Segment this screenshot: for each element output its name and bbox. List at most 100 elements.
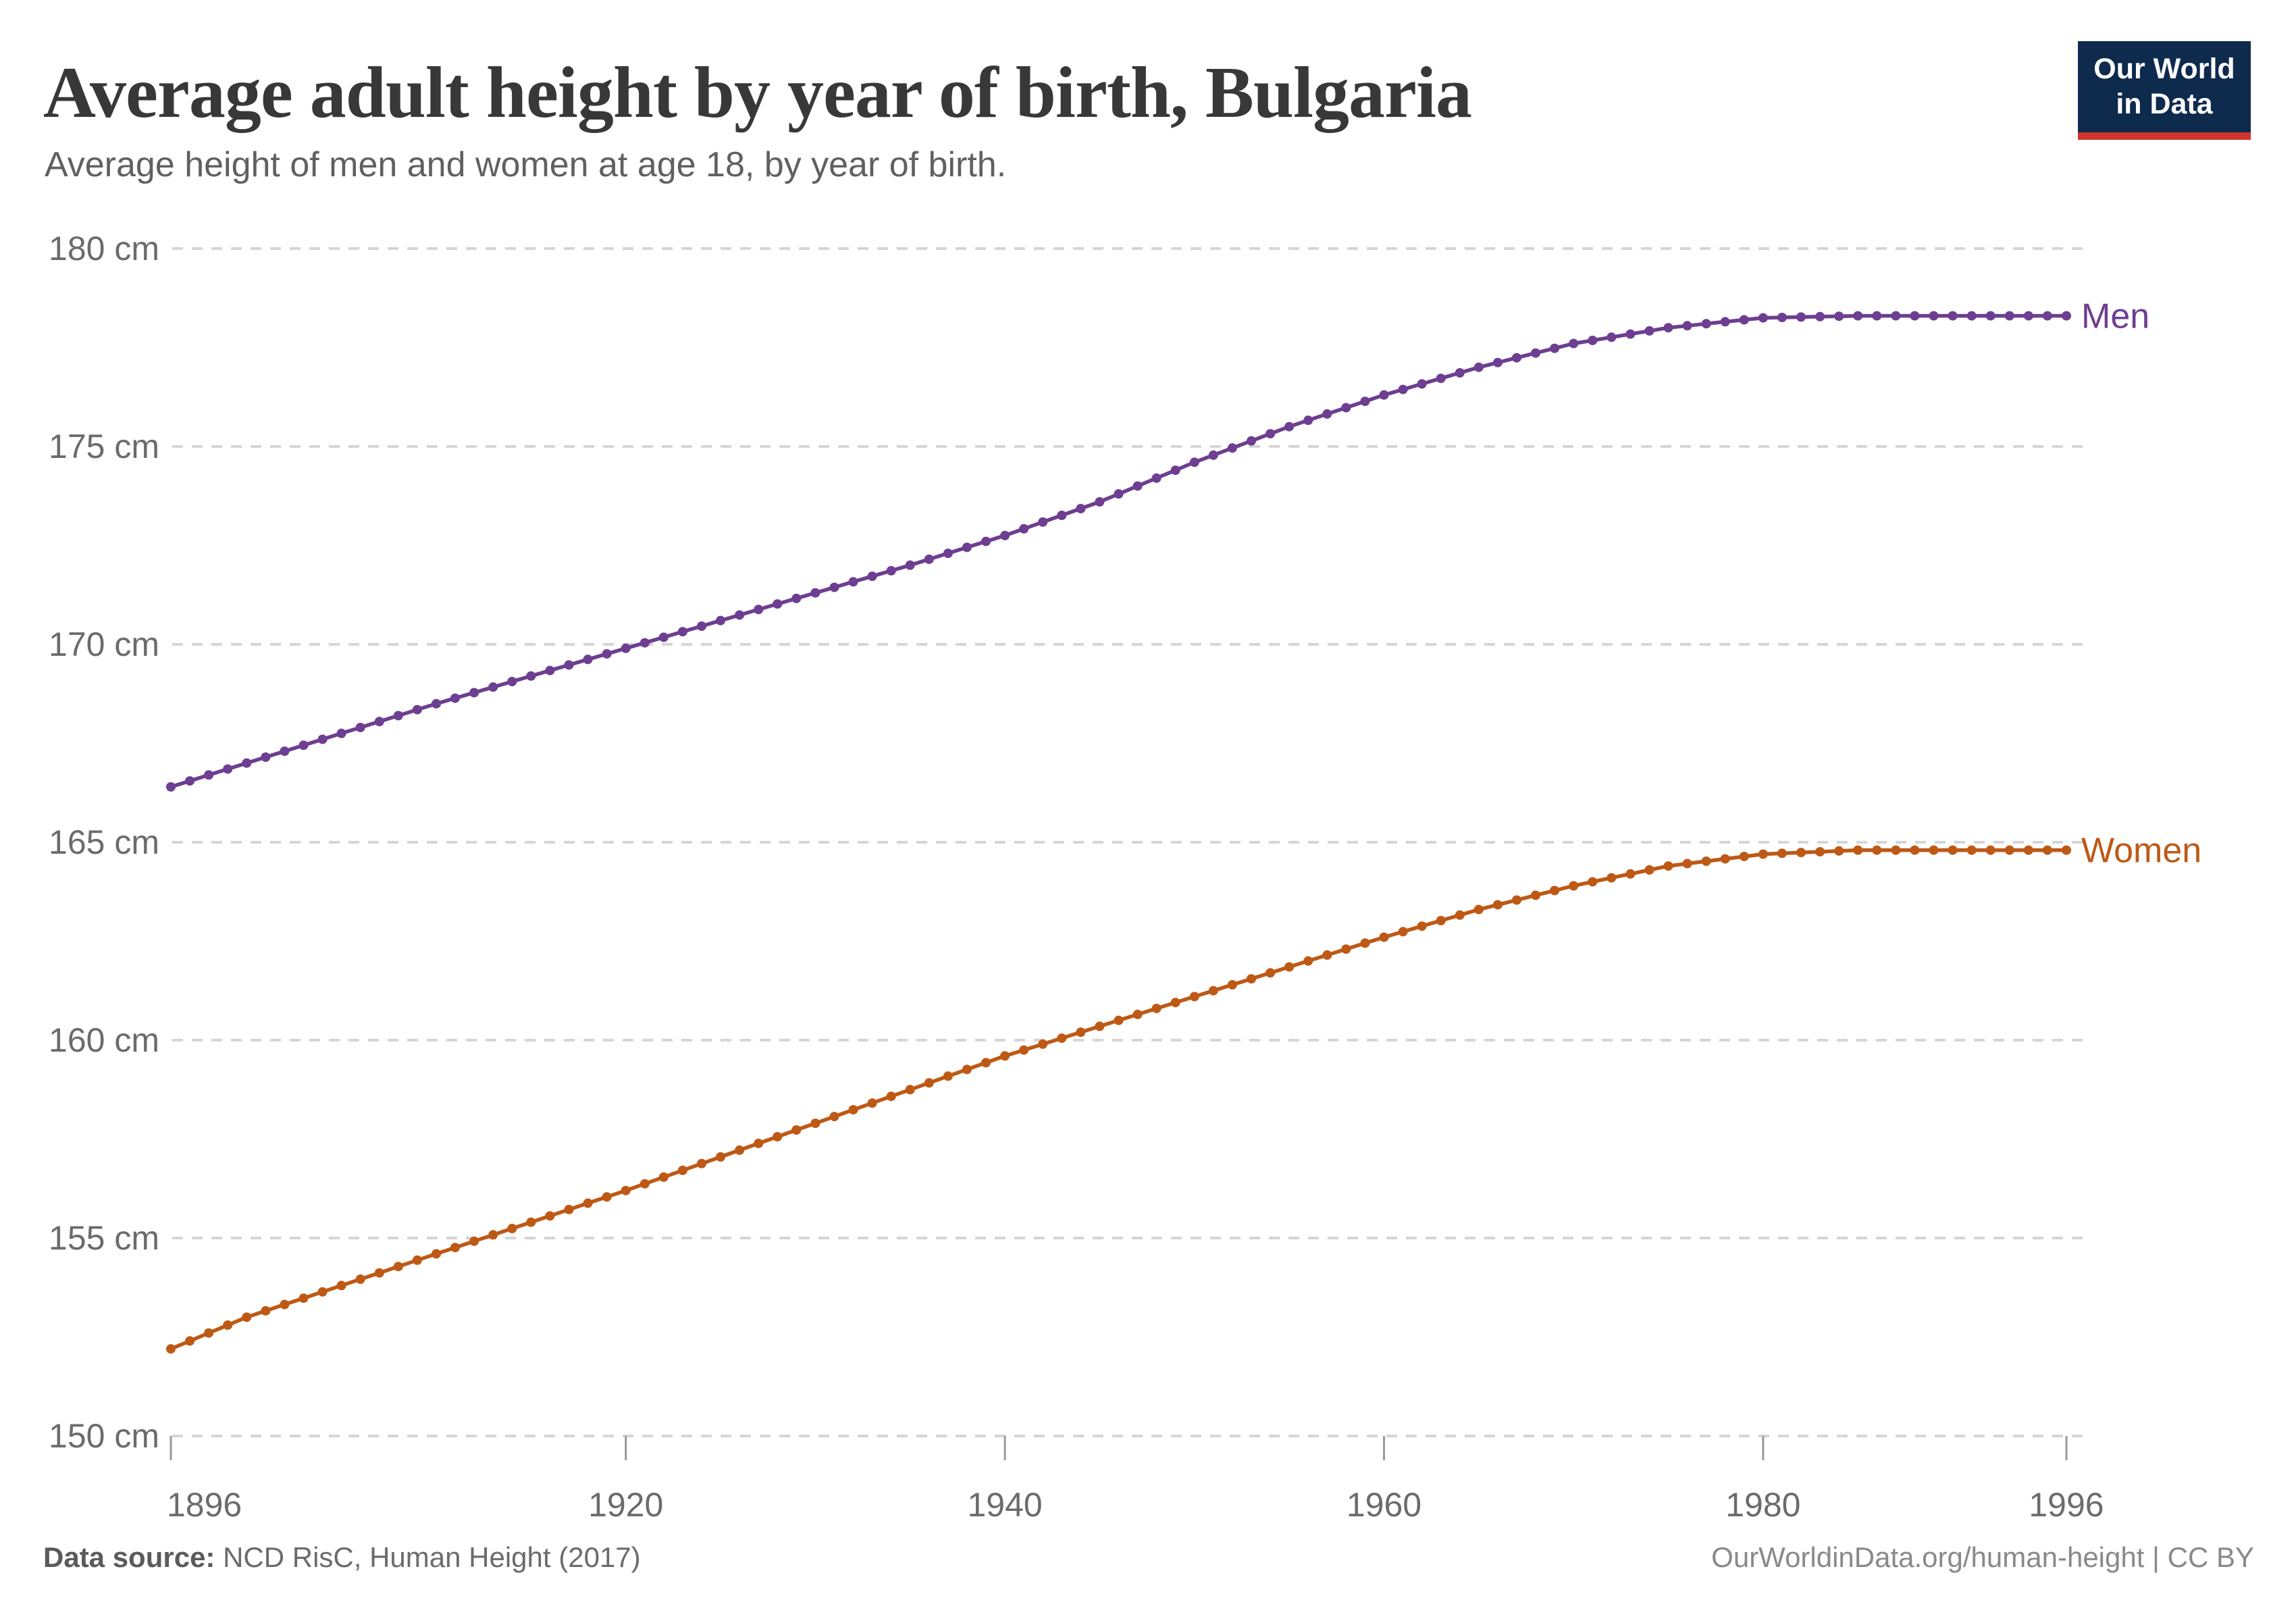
women-point-1921 bbox=[640, 1179, 650, 1189]
men-point-1956 bbox=[1303, 415, 1313, 426]
women-point-1911 bbox=[450, 1243, 460, 1253]
men-point-1963 bbox=[1436, 374, 1446, 384]
men-point-1898 bbox=[204, 770, 214, 780]
women-point-1987 bbox=[1891, 845, 1901, 855]
women-point-1978 bbox=[1720, 854, 1730, 864]
women-point-1982 bbox=[1796, 848, 1806, 858]
women-point-1935 bbox=[905, 1085, 915, 1095]
women-point-1962 bbox=[1417, 921, 1427, 931]
women-point-1926 bbox=[735, 1145, 745, 1155]
y-axis-label-170: 170 cm bbox=[49, 625, 159, 663]
men-point-1938 bbox=[962, 542, 972, 552]
women-point-1938 bbox=[962, 1064, 972, 1075]
y-axis-label-165: 165 cm bbox=[49, 823, 159, 861]
owid-logo-line2: in Data bbox=[2116, 87, 2213, 120]
men-point-1899 bbox=[223, 764, 233, 774]
women-point-1917 bbox=[564, 1204, 574, 1214]
men-point-1908 bbox=[393, 711, 403, 721]
women-point-1993 bbox=[2004, 845, 2014, 855]
women-point-1908 bbox=[393, 1262, 403, 1272]
y-axis-label-180: 180 cm bbox=[49, 230, 159, 267]
men-point-1977 bbox=[1701, 319, 1711, 329]
men-point-1990 bbox=[1948, 311, 1958, 321]
women-point-1930 bbox=[810, 1118, 820, 1129]
women-point-1965 bbox=[1473, 904, 1484, 915]
men-point-1935 bbox=[905, 560, 915, 570]
men-point-1958 bbox=[1341, 403, 1351, 413]
data-source: Data source: NCD RisC, Human Height (201… bbox=[43, 1541, 641, 1574]
women-point-1975 bbox=[1663, 861, 1673, 871]
men-point-1970 bbox=[1569, 338, 1579, 349]
men-point-1910 bbox=[432, 698, 441, 709]
men-point-1955 bbox=[1284, 421, 1295, 432]
men-point-1931 bbox=[829, 582, 839, 592]
women-point-1980 bbox=[1758, 849, 1768, 859]
men-point-1920 bbox=[621, 643, 631, 653]
women-point-1981 bbox=[1777, 848, 1787, 858]
women-point-1945 bbox=[1095, 1021, 1105, 1031]
women-point-1986 bbox=[1872, 845, 1882, 855]
women-point-1953 bbox=[1247, 974, 1256, 984]
women-point-1906 bbox=[355, 1274, 365, 1284]
men-point-1928 bbox=[773, 599, 783, 609]
men-point-1971 bbox=[1588, 336, 1598, 345]
women-point-1941 bbox=[1019, 1045, 1029, 1055]
men-point-1907 bbox=[374, 717, 384, 727]
women-point-1909 bbox=[412, 1255, 422, 1265]
women-point-1901 bbox=[261, 1306, 271, 1316]
women-point-1943 bbox=[1057, 1033, 1067, 1044]
y-axis-label-150: 150 cm bbox=[49, 1417, 159, 1455]
x-axis-label-1940: 1940 bbox=[967, 1486, 1042, 1524]
women-point-1913 bbox=[488, 1230, 498, 1240]
men-point-1922 bbox=[658, 632, 669, 642]
men-point-1946 bbox=[1114, 489, 1124, 499]
women-point-1939 bbox=[981, 1058, 991, 1068]
women-point-1947 bbox=[1132, 1009, 1143, 1019]
women-point-1902 bbox=[280, 1300, 290, 1310]
men-point-1948 bbox=[1151, 473, 1162, 483]
women-point-1912 bbox=[469, 1236, 479, 1246]
men-point-1986 bbox=[1872, 311, 1882, 321]
men-point-1984 bbox=[1834, 311, 1844, 321]
women-point-1940 bbox=[1000, 1051, 1010, 1061]
women-point-1931 bbox=[829, 1112, 839, 1122]
women-point-1919 bbox=[602, 1192, 612, 1202]
women-point-1995 bbox=[2042, 845, 2052, 855]
women-point-1929 bbox=[791, 1125, 802, 1135]
women-point-1967 bbox=[1512, 895, 1521, 905]
women-point-1904 bbox=[317, 1287, 328, 1297]
men-point-1959 bbox=[1360, 396, 1370, 407]
women-point-1949 bbox=[1170, 998, 1180, 1008]
men-point-1973 bbox=[1625, 329, 1636, 339]
men-point-1974 bbox=[1644, 326, 1654, 336]
men-point-1983 bbox=[1815, 311, 1825, 321]
men-point-1945 bbox=[1095, 497, 1105, 507]
men-point-1926 bbox=[735, 610, 745, 620]
women-point-1927 bbox=[754, 1138, 764, 1148]
data-source-label: Data source: bbox=[43, 1541, 215, 1573]
women-point-1922 bbox=[658, 1172, 669, 1182]
women-point-1915 bbox=[526, 1217, 536, 1227]
women-point-1903 bbox=[298, 1293, 309, 1304]
women-point-1971 bbox=[1588, 877, 1598, 887]
men-point-1915 bbox=[526, 671, 536, 681]
x-axis-label-1960: 1960 bbox=[1347, 1486, 1421, 1524]
men-point-1936 bbox=[924, 555, 934, 564]
men-point-1972 bbox=[1607, 332, 1617, 342]
chart-footer: Data source: NCD RisC, Human Height (201… bbox=[43, 1541, 2254, 1574]
men-point-1918 bbox=[583, 654, 593, 665]
men-point-1957 bbox=[1322, 409, 1332, 419]
women-point-1905 bbox=[336, 1281, 346, 1291]
men-point-1923 bbox=[677, 627, 687, 637]
men-point-1925 bbox=[716, 615, 725, 625]
women-point-1898 bbox=[204, 1328, 214, 1338]
men-point-1904 bbox=[317, 734, 328, 744]
men-point-1962 bbox=[1417, 379, 1427, 389]
women-point-1897 bbox=[185, 1336, 195, 1346]
women-point-1973 bbox=[1625, 869, 1636, 879]
x-axis-label-1896: 1896 bbox=[167, 1486, 242, 1524]
women-point-1936 bbox=[924, 1078, 934, 1088]
women-point-1942 bbox=[1038, 1039, 1048, 1049]
